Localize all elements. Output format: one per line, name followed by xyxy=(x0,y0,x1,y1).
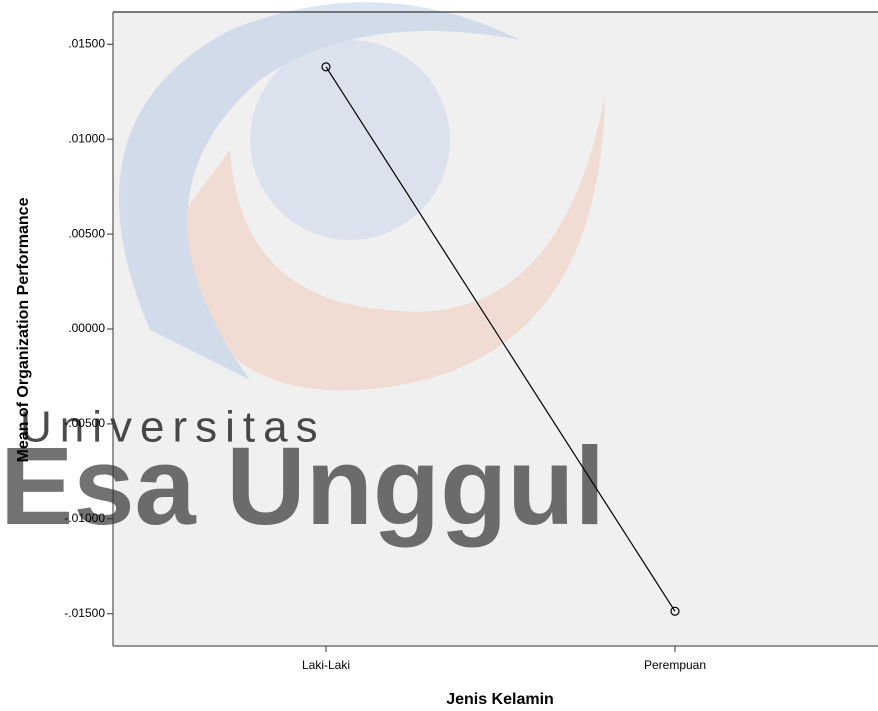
data-line xyxy=(325,66,676,612)
y-tick-label: .00000 xyxy=(68,321,105,335)
y-axis-title: Mean of Organization Performance xyxy=(15,197,32,462)
watermark-text: Esa Unggul xyxy=(0,425,605,548)
x-tick-label: Laki-Laki xyxy=(302,658,350,672)
plot-area xyxy=(113,12,878,646)
y-tick-label: -.01500 xyxy=(64,606,105,620)
watermark-circle xyxy=(250,40,450,240)
watermark-text: Universitas xyxy=(20,403,326,452)
x-axis-title: Jenis Kelamin xyxy=(446,691,554,708)
watermark-arc xyxy=(170,95,605,391)
data-point xyxy=(670,606,680,616)
watermark-arc xyxy=(118,2,520,381)
data-point xyxy=(321,62,331,72)
y-tick-label: -.01000 xyxy=(64,511,105,525)
y-tick-label: .01500 xyxy=(68,36,105,50)
watermark-graphic xyxy=(118,2,605,391)
x-tick-label: Perempuan xyxy=(644,658,706,672)
y-tick-label: .00500 xyxy=(68,226,105,240)
y-tick-label: -.00500 xyxy=(64,416,105,430)
y-tick-label: .01000 xyxy=(68,131,105,145)
